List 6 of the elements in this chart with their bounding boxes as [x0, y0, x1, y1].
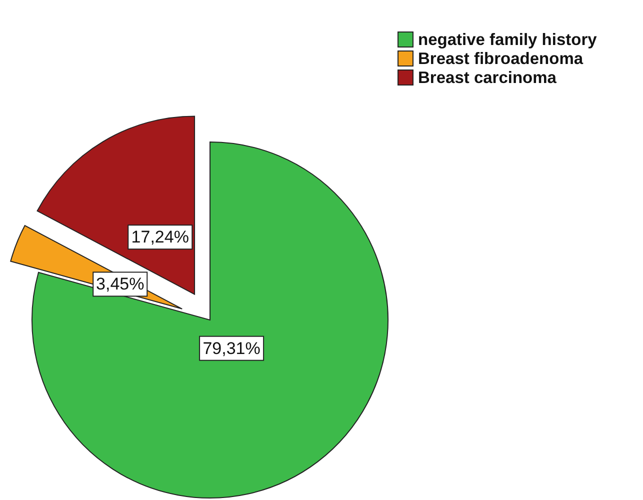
legend-label: negative family history [418, 31, 598, 49]
data-label: 17,24% [131, 228, 189, 247]
data-label: 3,45% [96, 274, 144, 294]
legend-label: Breast carcinoma [418, 69, 558, 87]
legend-label: Breast fibroadenoma [418, 50, 584, 68]
data-label: 79,31% [202, 338, 260, 358]
